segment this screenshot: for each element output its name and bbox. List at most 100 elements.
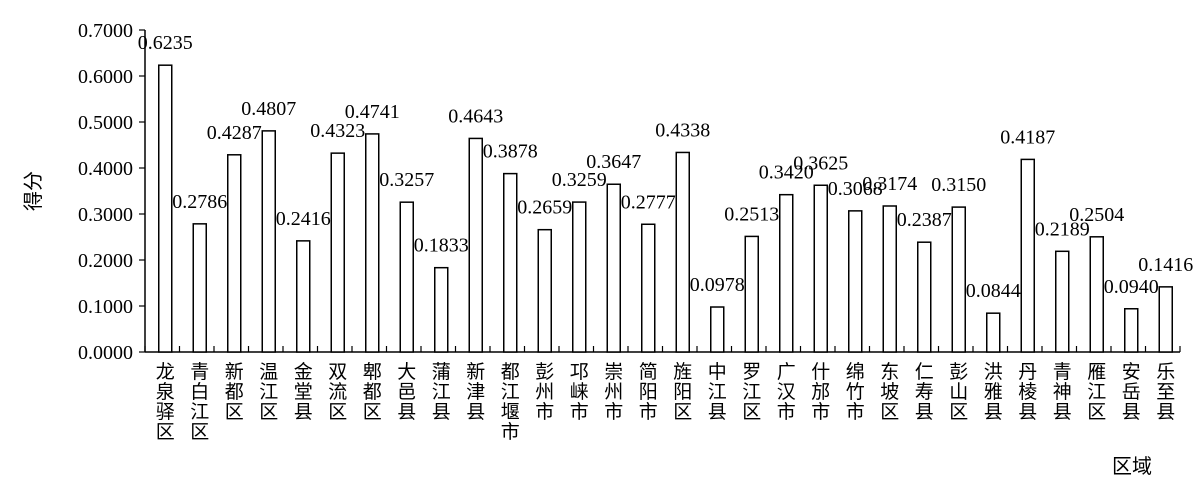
bar bbox=[917, 241, 932, 353]
bar bbox=[675, 151, 690, 353]
bar bbox=[399, 201, 414, 353]
category-label: 什邡市 bbox=[811, 361, 830, 423]
data-label: 0.3257 bbox=[379, 169, 434, 191]
bar bbox=[951, 206, 966, 353]
category-label: 简阳市 bbox=[639, 361, 658, 423]
data-label: 0.3625 bbox=[793, 152, 848, 174]
category-label: 中江县 bbox=[708, 361, 727, 423]
data-label: 0.3259 bbox=[552, 169, 607, 191]
bar bbox=[1124, 308, 1139, 353]
y-tick-label: 0.6000 bbox=[78, 66, 133, 88]
y-tick-label: 0.1000 bbox=[78, 296, 133, 318]
category-label: 新津县 bbox=[466, 361, 485, 423]
category-label: 青白江区 bbox=[190, 361, 209, 443]
data-label: 0.1416 bbox=[1138, 254, 1193, 276]
data-label: 0.0978 bbox=[690, 274, 745, 296]
category-label: 温江区 bbox=[259, 361, 278, 423]
y-axis: 0.0000 0.1000 0.2000 0.3000 0.4000 0.5000 0.60… bbox=[78, 20, 146, 364]
bar bbox=[572, 201, 587, 353]
category-label: 蒲江县 bbox=[432, 361, 451, 423]
bar-series bbox=[158, 64, 1173, 353]
category-label: 邛崃市 bbox=[570, 361, 589, 423]
data-label: 0.3420 bbox=[759, 162, 814, 184]
category-label: 新都区 bbox=[225, 361, 244, 423]
bar bbox=[1089, 236, 1104, 353]
bar bbox=[882, 205, 897, 353]
bar bbox=[848, 210, 863, 353]
bar bbox=[468, 137, 483, 353]
category-label: 洪雅县 bbox=[984, 361, 1003, 423]
data-label: 0.2786 bbox=[172, 191, 227, 213]
bar bbox=[744, 235, 759, 353]
data-label: 0.2416 bbox=[276, 208, 331, 230]
category-label: 崇州市 bbox=[604, 361, 623, 423]
category-label: 彭州市 bbox=[535, 361, 554, 423]
y-tick-label: 0.4000 bbox=[78, 158, 133, 180]
data-label: 0.2189 bbox=[1035, 218, 1090, 240]
data-label: 0.6235 bbox=[138, 32, 193, 54]
category-label: 仁寿县 bbox=[915, 361, 934, 423]
data-label: 0.2504 bbox=[1069, 204, 1124, 226]
data-label: 0.3150 bbox=[931, 174, 986, 196]
data-label: 0.3174 bbox=[862, 173, 917, 195]
data-label: 0.0940 bbox=[1104, 276, 1159, 298]
data-label: 0.1833 bbox=[414, 235, 469, 257]
bar bbox=[365, 133, 380, 353]
bar bbox=[606, 183, 621, 353]
data-label: 0.2659 bbox=[517, 197, 572, 219]
category-label: 东坡区 bbox=[880, 361, 899, 423]
data-label: 0.0844 bbox=[966, 280, 1021, 302]
category-label: 大邑县 bbox=[397, 361, 416, 423]
category-label: 罗江区 bbox=[742, 361, 761, 423]
bar bbox=[710, 306, 725, 353]
category-label: 龙泉驿区 bbox=[156, 361, 175, 443]
data-label: 0.4807 bbox=[241, 98, 296, 120]
category-label: 郫都区 bbox=[363, 361, 382, 423]
bar bbox=[779, 193, 794, 353]
category-labels: 龙泉驿区青白江区新都区温江区金堂县双流区郫都区大邑县蒲江县新津县都江堰市彭州市邛… bbox=[156, 361, 1176, 443]
bar bbox=[330, 152, 345, 353]
bar bbox=[261, 130, 276, 353]
data-label: 0.2387 bbox=[897, 209, 952, 231]
category-label: 旌阳区 bbox=[673, 361, 692, 423]
bar bbox=[296, 240, 311, 353]
data-label: 0.4741 bbox=[345, 101, 400, 123]
x-axis bbox=[144, 346, 1181, 353]
bar bbox=[1020, 158, 1035, 353]
data-label: 0.3068 bbox=[828, 178, 883, 200]
x-axis-title: 区域 bbox=[1112, 454, 1152, 478]
data-label: 0.2513 bbox=[724, 203, 779, 225]
y-tick-label: 0.3000 bbox=[78, 204, 133, 226]
bar bbox=[1055, 250, 1070, 353]
category-label: 乐至县 bbox=[1156, 361, 1175, 423]
data-label: 0.4187 bbox=[1000, 126, 1055, 148]
data-label: 0.4338 bbox=[655, 119, 710, 141]
category-label: 都江堰市 bbox=[501, 361, 520, 443]
category-label: 雁江区 bbox=[1087, 361, 1106, 423]
bar bbox=[813, 184, 828, 353]
category-label: 彭山区 bbox=[949, 361, 968, 423]
category-label: 青神县 bbox=[1053, 361, 1072, 423]
category-label: 双流区 bbox=[328, 361, 347, 423]
data-label: 0.4643 bbox=[448, 105, 503, 127]
data-label: 0.2777 bbox=[621, 191, 676, 213]
category-label: 绵竹市 bbox=[846, 361, 865, 423]
bar bbox=[986, 312, 1001, 353]
category-label: 广汉市 bbox=[777, 361, 796, 423]
bar bbox=[227, 154, 242, 353]
bar bbox=[503, 172, 518, 353]
y-tick-label: 0.0000 bbox=[78, 342, 133, 364]
y-tick-label: 0.5000 bbox=[78, 112, 133, 134]
bar bbox=[641, 223, 656, 353]
category-label: 安岳县 bbox=[1122, 361, 1141, 423]
y-tick-label: 0.7000 bbox=[78, 20, 133, 42]
data-label: 0.3878 bbox=[483, 141, 538, 163]
category-label: 丹棱县 bbox=[1018, 361, 1037, 423]
data-label: 0.4323 bbox=[310, 120, 365, 142]
bar bbox=[537, 228, 552, 353]
bar bbox=[192, 223, 207, 353]
data-label: 0.3647 bbox=[586, 151, 641, 173]
bar bbox=[1158, 286, 1173, 353]
